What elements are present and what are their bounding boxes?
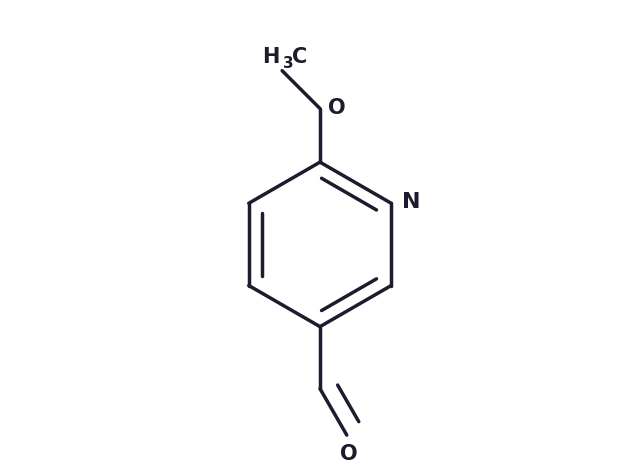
Text: 3: 3 <box>283 55 294 70</box>
Text: O: O <box>340 444 358 463</box>
Text: O: O <box>328 98 346 118</box>
Text: N: N <box>401 192 420 212</box>
Text: H: H <box>262 47 280 67</box>
Text: C: C <box>292 47 308 67</box>
